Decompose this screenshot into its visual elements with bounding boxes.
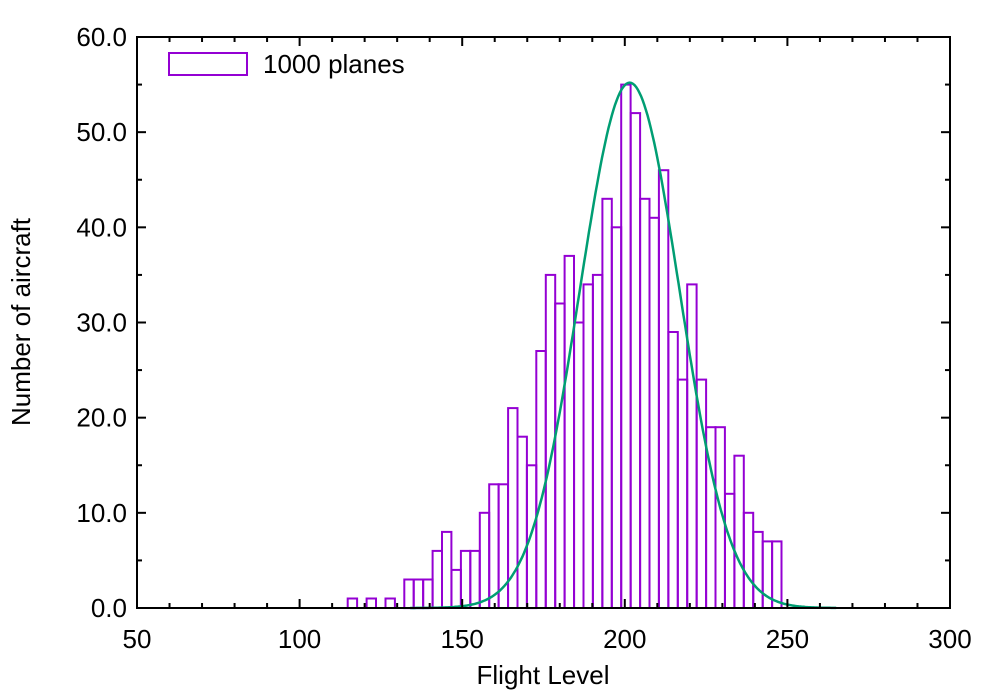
histogram-bar — [733, 454, 745, 610]
histogram-bar — [431, 549, 444, 610]
x-tick-label: 200 — [603, 624, 646, 654]
histogram-bar — [620, 83, 632, 610]
histogram-bar — [771, 540, 783, 610]
y-tick-label: 20.0 — [76, 403, 127, 433]
histogram-bar — [742, 511, 755, 609]
histogram-bar — [478, 511, 491, 609]
histogram-bar — [535, 350, 547, 609]
x-tick-label: 300 — [928, 624, 971, 654]
histogram-bar — [554, 302, 566, 609]
histogram-bar — [686, 283, 698, 609]
x-tick-label: 150 — [441, 624, 484, 654]
histogram-bar — [563, 254, 575, 609]
histogram-bar — [516, 435, 528, 610]
histogram-bar — [591, 273, 604, 609]
x-tick-label: 50 — [123, 624, 152, 654]
plot-border — [136, 36, 951, 609]
y-tick-label: 60.0 — [76, 22, 127, 52]
histogram-bar — [346, 597, 359, 609]
gaussian-fit-curve — [410, 81, 837, 610]
histogram-bar — [488, 483, 500, 609]
legend-box-sample — [168, 52, 248, 76]
y-tick-label: 0.0 — [91, 593, 127, 623]
histogram-bar — [422, 578, 434, 610]
histogram-bar — [695, 378, 708, 609]
histogram-bar — [403, 578, 415, 610]
x-tick-label: 100 — [278, 624, 321, 654]
histogram-bar — [450, 568, 462, 610]
histogram-bar — [384, 597, 396, 609]
histogram-bar — [676, 378, 689, 609]
legend-label: 1000 planes — [263, 49, 405, 79]
y-tick-label: 50.0 — [76, 117, 127, 147]
x-axis-label: Flight Level — [477, 660, 610, 690]
histogram-bar — [582, 283, 594, 609]
histogram-bar — [724, 492, 736, 609]
histogram-bar — [573, 321, 585, 609]
axis-tick-labels: 50 100 150 200 250 300 0.0 10.0 20.0 30.0 40.0 50.0… — [76, 22, 971, 654]
gaussian-curve-line — [410, 81, 837, 610]
legend: 1000 planes — [168, 49, 405, 79]
histogram-bar — [601, 197, 613, 610]
histogram-bar — [657, 169, 670, 609]
histogram-bar — [752, 530, 764, 610]
histogram-bar — [441, 530, 453, 610]
y-axis-label: Number of aircraft — [6, 217, 36, 426]
histogram-bar — [525, 464, 538, 610]
histogram-bar — [365, 597, 378, 609]
y-tick-label: 40.0 — [76, 212, 127, 242]
histogram-bar — [639, 197, 651, 610]
histogram-bar — [412, 578, 425, 610]
histogram-bar — [610, 226, 623, 610]
histogram-bar — [629, 112, 642, 609]
histogram-bar — [648, 216, 660, 610]
axis-ticks — [136, 36, 951, 609]
y-tick-label: 30.0 — [76, 308, 127, 338]
y-tick-label: 10.0 — [76, 498, 127, 528]
x-tick-label: 250 — [766, 624, 809, 654]
histogram-bars — [346, 83, 783, 610]
histogram-bar — [469, 549, 481, 610]
histogram-bar — [667, 331, 679, 609]
